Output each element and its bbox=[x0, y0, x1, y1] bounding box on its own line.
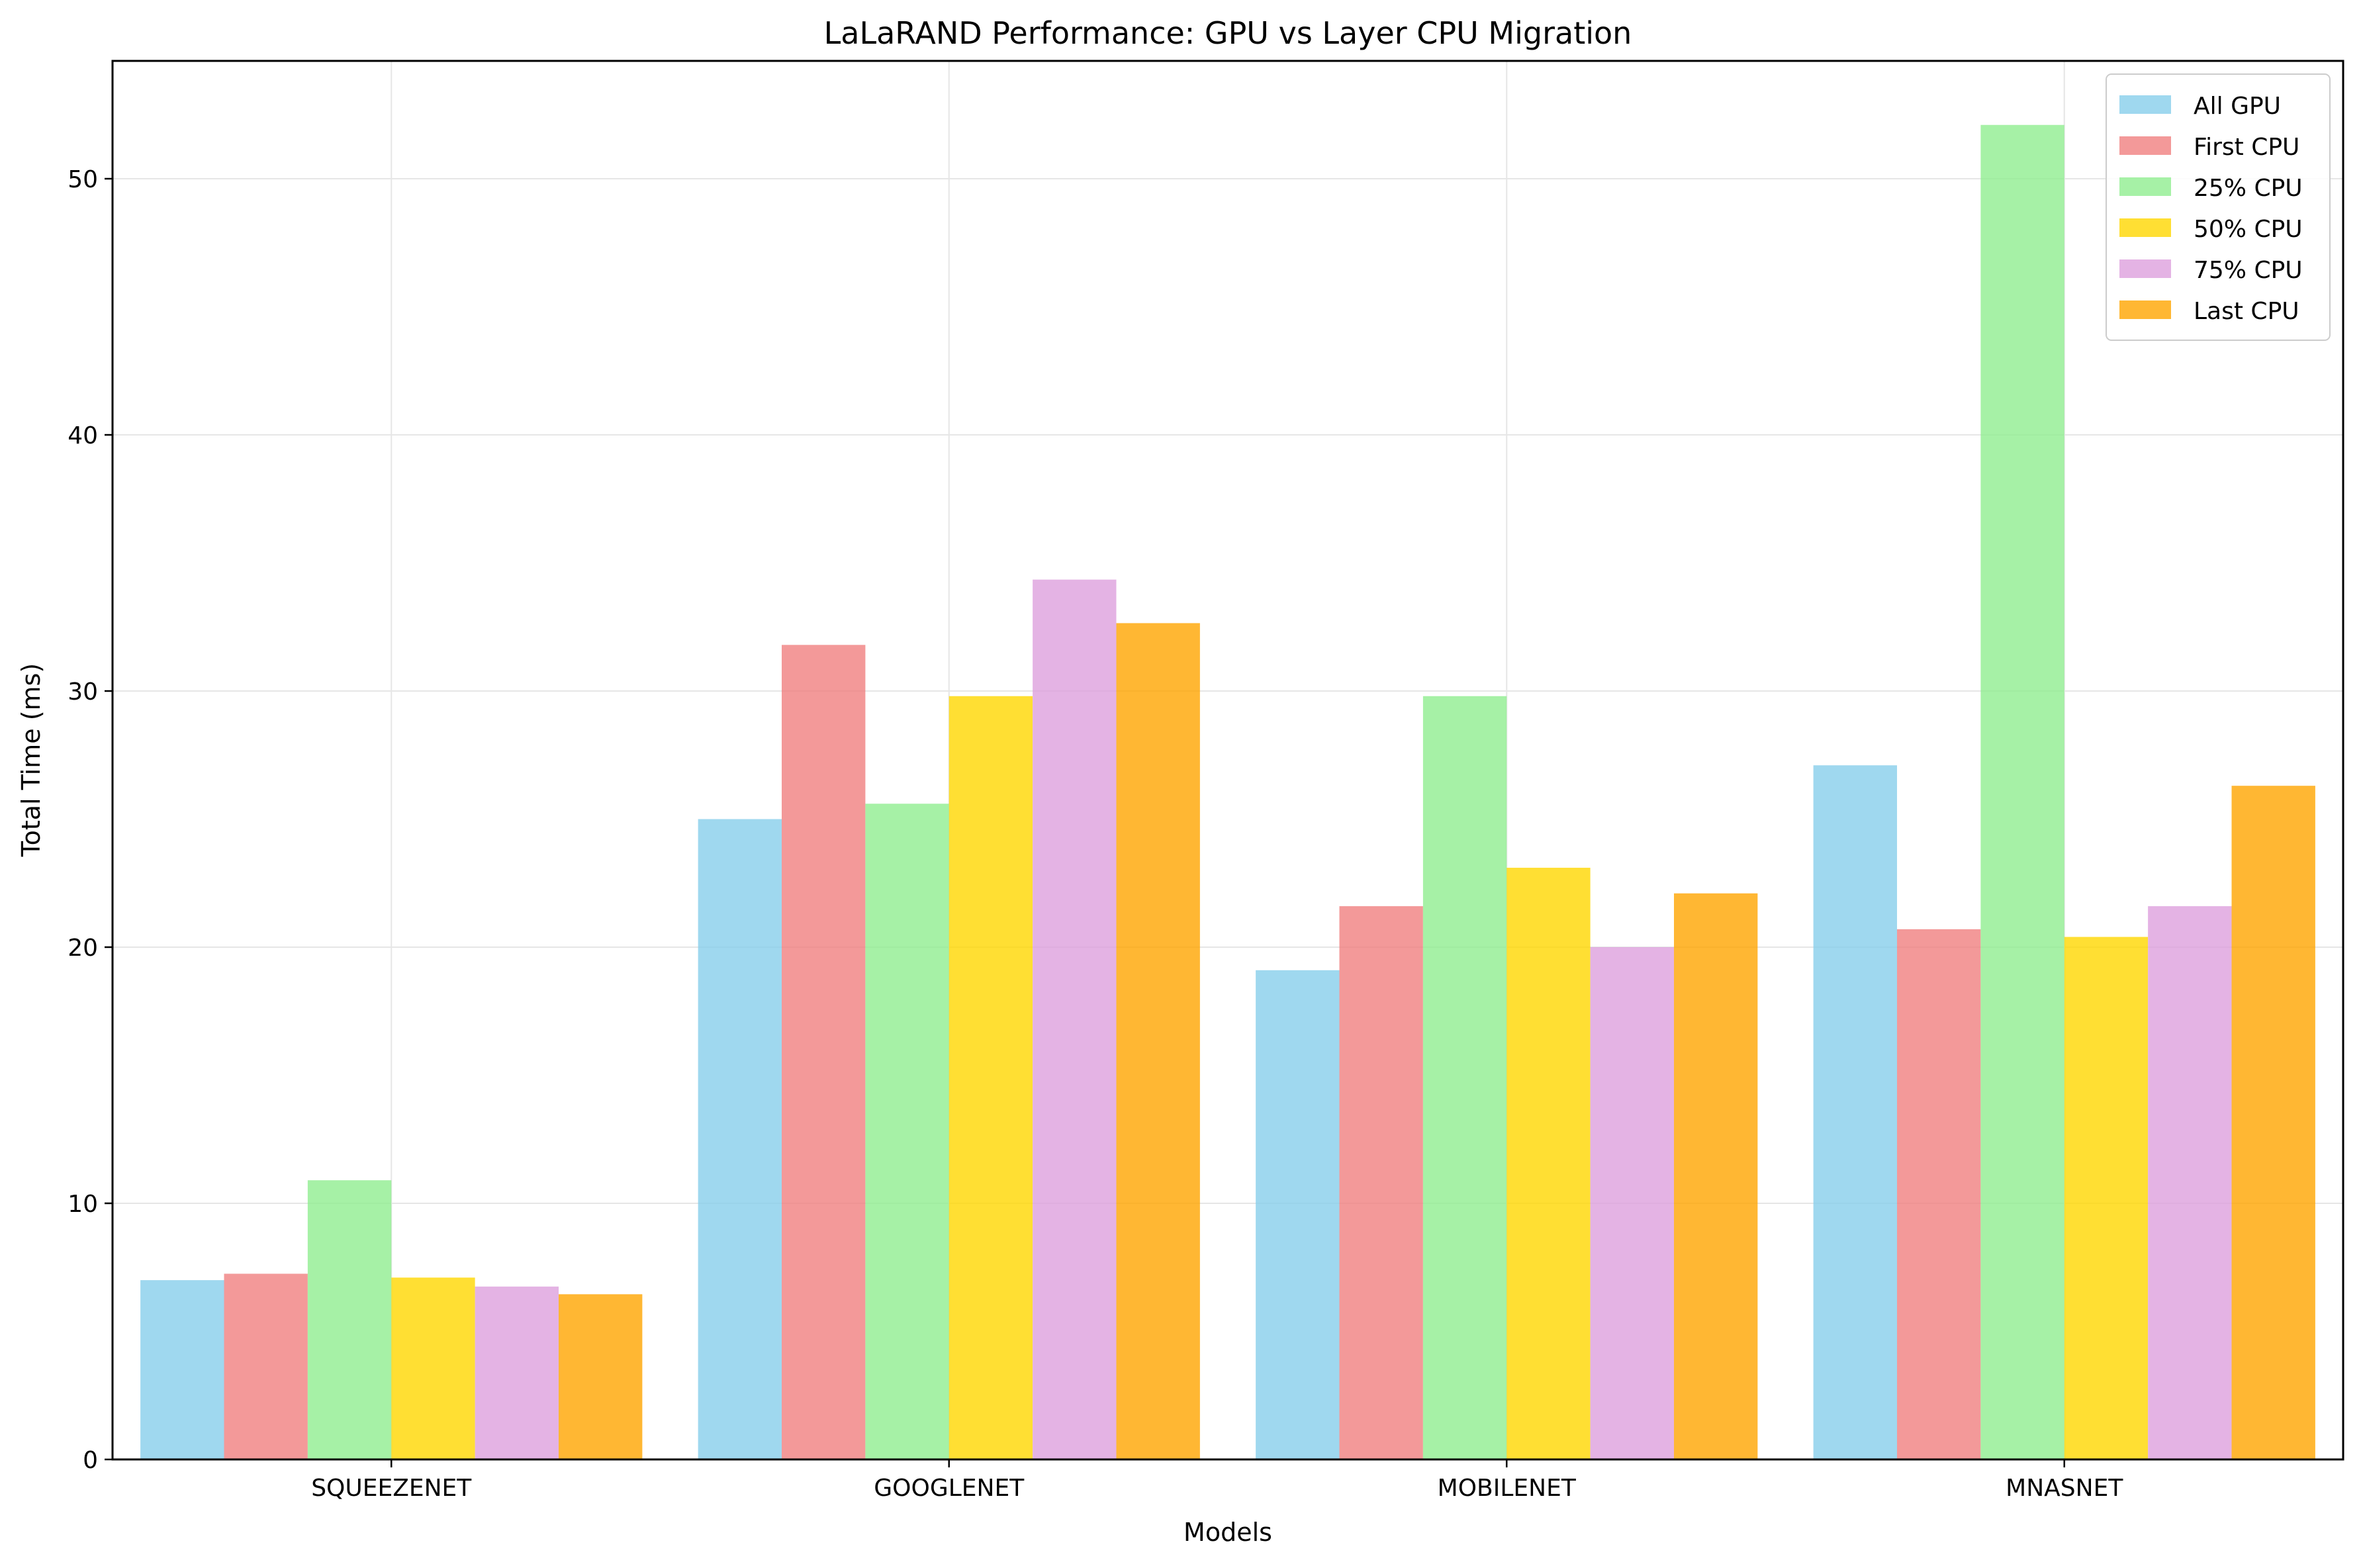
bar bbox=[1674, 893, 1758, 1459]
legend-label: First CPU bbox=[2194, 134, 2299, 161]
legend-swatch bbox=[2119, 259, 2171, 278]
bar bbox=[559, 1294, 643, 1459]
bar bbox=[2231, 786, 2315, 1459]
legend-item: 75% CPU bbox=[2119, 257, 2303, 284]
y-tick-label: 40 bbox=[68, 422, 98, 449]
bar bbox=[949, 696, 1033, 1459]
series-first-cpu bbox=[224, 645, 1981, 1460]
chart-title: LaLaRAND Performance: GPU vs Layer CPU M… bbox=[824, 15, 1632, 51]
x-tick-label: MNASNET bbox=[2006, 1475, 2123, 1502]
series-50-cpu bbox=[391, 696, 2149, 1459]
bar bbox=[1897, 929, 1981, 1459]
x-tick-label: SQUEEZENET bbox=[311, 1475, 472, 1502]
series-all-gpu bbox=[140, 765, 1897, 1459]
legend-item: 25% CPU bbox=[2119, 175, 2303, 202]
legend: All GPU First CPU 25% CPU 50% CPU 75% CPU Las… bbox=[2106, 73, 2331, 341]
bar bbox=[1422, 696, 1507, 1459]
bar bbox=[224, 1273, 308, 1459]
y-tick-label: 0 bbox=[83, 1447, 98, 1474]
bar bbox=[475, 1286, 559, 1459]
y-tick-label: 20 bbox=[68, 935, 98, 962]
bar bbox=[391, 1277, 475, 1459]
bar bbox=[140, 1280, 224, 1459]
bar bbox=[2148, 906, 2232, 1459]
legend-item: Last CPU bbox=[2119, 298, 2299, 325]
bar bbox=[865, 804, 949, 1459]
legend-item: 50% CPU bbox=[2119, 216, 2303, 243]
bar bbox=[1506, 868, 1591, 1459]
series-75-cpu bbox=[475, 579, 2232, 1459]
legend-label: 50% CPU bbox=[2194, 216, 2303, 243]
y-tick-label: 30 bbox=[68, 678, 98, 706]
x-tick-label: GOOGLENET bbox=[874, 1475, 1025, 1502]
bar bbox=[1980, 124, 2064, 1460]
bar bbox=[307, 1180, 392, 1459]
x-tick-label: MOBILENET bbox=[1438, 1475, 1577, 1502]
legend-label: 75% CPU bbox=[2194, 257, 2303, 284]
legend-label: 25% CPU bbox=[2194, 175, 2303, 202]
legend-swatch bbox=[2119, 300, 2171, 319]
series-25-cpu bbox=[307, 124, 2064, 1460]
y-tick-label: 10 bbox=[68, 1191, 98, 1218]
bar bbox=[1033, 579, 1117, 1459]
bar bbox=[1339, 906, 1423, 1459]
legend-swatch bbox=[2119, 95, 2171, 114]
plot-frame bbox=[111, 60, 2344, 1461]
x-axis-ticks: SQUEEZENET GOOGLENET MOBILENET MNASNET bbox=[311, 1459, 2123, 1502]
bar bbox=[782, 645, 866, 1460]
bar bbox=[1813, 765, 1897, 1459]
legend-label: All GPU bbox=[2194, 93, 2281, 120]
bar bbox=[1590, 947, 1674, 1459]
legend-item: First CPU bbox=[2119, 134, 2299, 161]
bar bbox=[2064, 937, 2149, 1459]
y-axis-ticks: 0 10 20 30 40 50 bbox=[68, 166, 113, 1474]
bars bbox=[140, 124, 2315, 1460]
y-tick-label: 50 bbox=[68, 166, 98, 193]
series-last-cpu bbox=[559, 623, 2315, 1459]
legend-swatch bbox=[2119, 177, 2171, 196]
legend-label: Last CPU bbox=[2194, 298, 2299, 325]
y-axis-label: Total Time (ms) bbox=[17, 663, 46, 857]
bar bbox=[1116, 623, 1200, 1459]
bar bbox=[1256, 970, 1340, 1459]
bar bbox=[698, 819, 782, 1459]
legend-swatch bbox=[2119, 136, 2171, 155]
legend-item: All GPU bbox=[2119, 93, 2281, 120]
legend-swatch bbox=[2119, 218, 2171, 237]
x-axis-label: Models bbox=[1183, 1518, 1272, 1547]
